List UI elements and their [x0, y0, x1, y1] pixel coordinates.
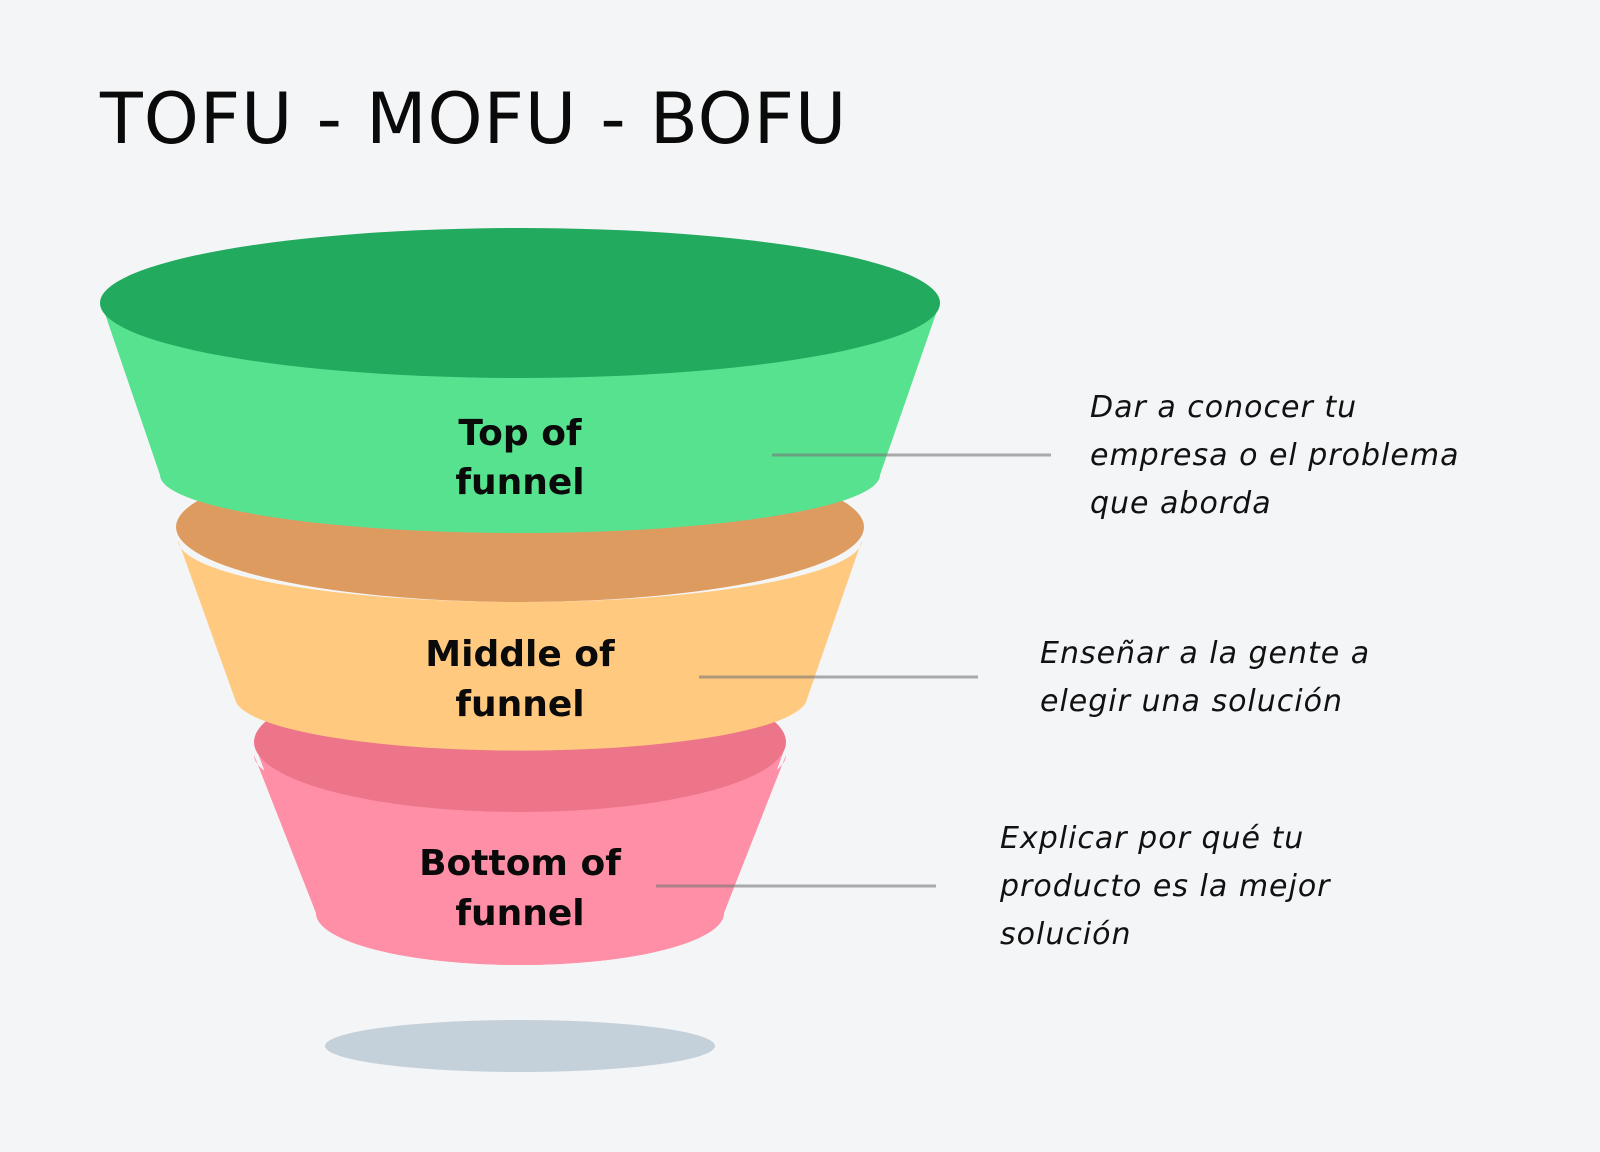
top-stage-description: Dar a conocer tu empresa o el problema q…: [1090, 384, 1459, 528]
bottom-stage-front: [254, 755, 786, 965]
bottom-stage-description: Explicar por qué tu producto es la mejor…: [1000, 815, 1331, 959]
description-line: que aborda: [1090, 486, 1272, 521]
middle-stage-description: Enseñar a la gente a elegir una solución: [1040, 630, 1370, 726]
top-stage-rim: [100, 228, 940, 378]
top-stage-label-line2: funnel: [455, 462, 584, 503]
description-line: empresa o el problema: [1090, 438, 1460, 473]
description-line: producto es la mejor: [1000, 869, 1331, 904]
middle-stage-label-line1: Middle of: [425, 634, 615, 675]
funnel-stage-top: [100, 228, 940, 533]
bottom-stage-label-line1: Bottom of: [419, 843, 621, 884]
middle-stage-label-line2: funnel: [455, 684, 584, 725]
bottom-stage-label-line2: funnel: [455, 893, 584, 934]
description-line: Dar a conocer tu: [1090, 390, 1358, 425]
funnel-shadow: [325, 1020, 715, 1072]
description-line: solución: [1000, 917, 1132, 952]
middle-stage-front: [178, 540, 862, 751]
top-stage-label-line1: Top of: [458, 413, 582, 454]
description-line: elegir una solución: [1040, 684, 1343, 719]
description-line: Enseñar a la gente a: [1040, 636, 1371, 671]
page-title: TOFU - MOFU - BOFU: [100, 78, 848, 160]
description-line: Explicar por qué tu: [1000, 821, 1305, 856]
